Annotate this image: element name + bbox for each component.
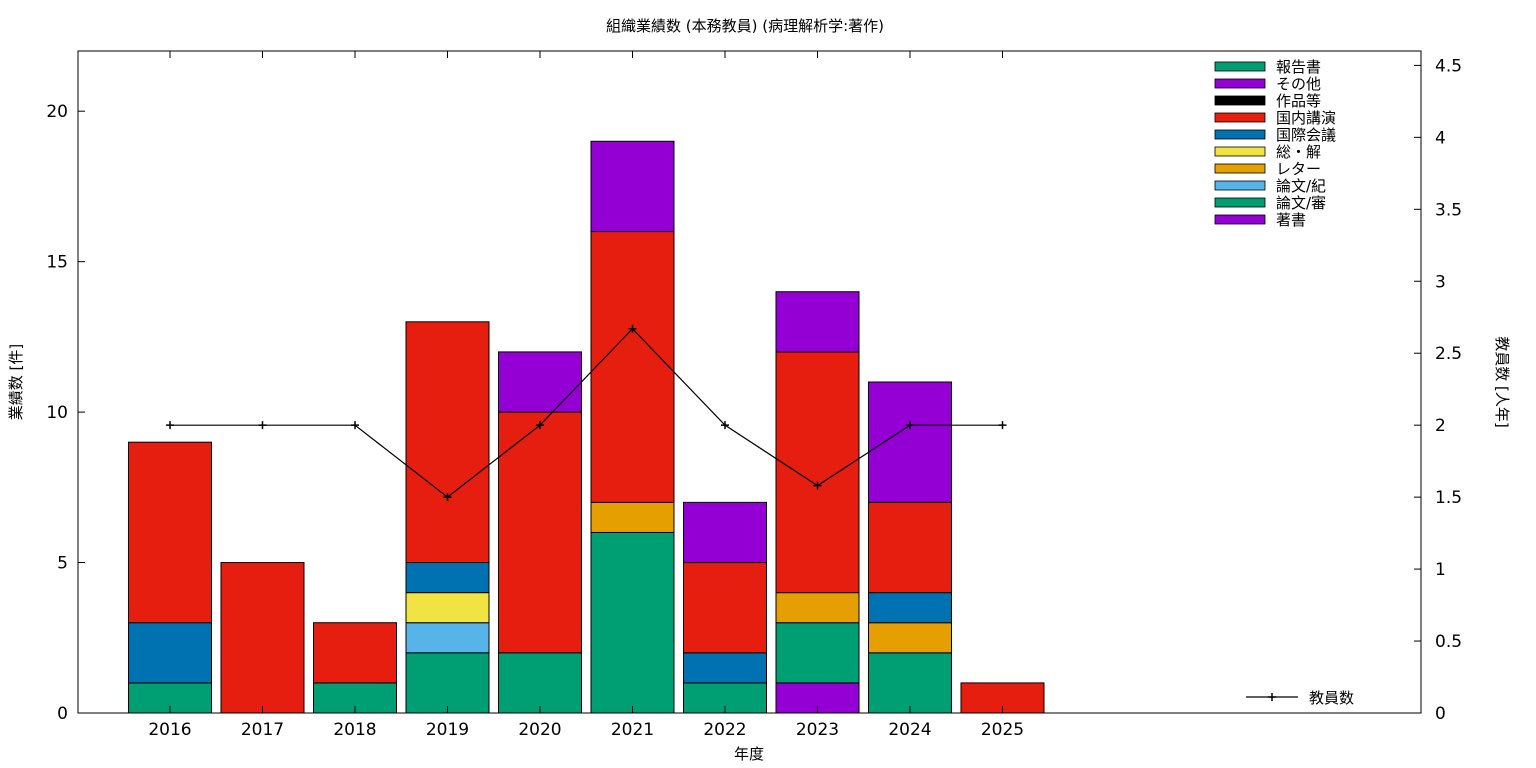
legend-label: その他 [1276,75,1321,93]
bar-2022-series-8 [683,501,767,564]
bar-2021-series-8 [590,140,675,233]
y2-tick-label: 1.5 [1435,488,1462,508]
x-axis-label: 年度 [734,745,764,763]
y2-tick-label: 4.5 [1435,56,1462,76]
legend-swatch [1214,163,1266,174]
legend-swatch [1214,95,1266,106]
y-axis: 0 5 10 15 20 [46,102,85,724]
x-tick-label: 2020 [518,720,561,740]
chart-title: 組織業績数 (本務教員) (病理解析学:著作) [606,17,884,35]
x-tick-label: 2022 [703,720,746,740]
bar-2024-series-3 [868,622,952,654]
legend-label: 国内講演 [1276,109,1336,127]
legend-label: 作品等 [1276,92,1321,110]
plot-frame [77,50,1422,714]
bar-2021-series-1 [590,531,675,714]
x-tick-label: 2024 [888,720,931,740]
legend-swatch [1214,146,1266,157]
line-point-2024 [906,421,914,430]
line-point-2025 [998,421,1007,430]
line-legend: 教員数 [1246,689,1354,707]
legend-label: 論文/紀 [1276,177,1326,195]
x-tick-label: 2019 [426,720,469,740]
bar-2019-series-1 [405,652,490,714]
bar-2018-series-6 [313,622,397,684]
y2-tick-label: 3 [1435,272,1446,292]
line-legend-marker [1268,693,1276,701]
y2-tick-label: 2.5 [1435,344,1462,364]
y-tick-label: 0 [57,704,68,724]
bar-2016-series-6 [128,441,212,624]
legend-label: 論文/審 [1276,194,1326,212]
legend-swatch [1214,214,1266,225]
x-axis: 2016 2017 2018 2019 2020 2021 2022 2023 2024 2025 [148,51,1024,740]
legend-label: 国際会議 [1276,126,1336,144]
y2-tick-label: 1 [1435,560,1446,580]
line-faculty-count [170,327,1003,498]
line-point-2023 [813,481,822,490]
legend-label: 著書 [1276,211,1306,229]
bar-2020-series-1 [498,652,582,714]
y2-tick-label: 3.5 [1435,200,1462,220]
bar-2023-series-8 [775,291,860,353]
line-point-2019 [443,493,452,502]
bar-2023-series-6 [775,351,860,594]
legend-swatch [1214,112,1266,123]
legend-swatch [1214,61,1266,72]
y2-axis-label: 教員数 [人年] [1493,336,1511,427]
x-tick-label: 2021 [611,720,654,740]
bar-2023-series-3 [775,592,860,624]
bar-2021-series-3 [590,501,675,533]
legend-label: 総・解 [1276,143,1321,161]
bar-2022-series-6 [683,562,767,654]
bar-2024-series-1 [868,652,952,714]
y-axis-label: 業績数 [件] [7,344,25,420]
bar-2019-series-2 [405,622,490,654]
x-tick-label: 2017 [241,720,284,740]
legend-swatch [1214,129,1266,140]
y-tick-label: 15 [46,253,68,273]
line-point-2016 [166,421,174,430]
bar-2024-series-8 [868,381,952,503]
bar-2024-series-5 [868,592,952,624]
line-point-2020 [536,421,544,430]
bar-2023-series-1 [775,622,860,684]
x-tick-label: 2016 [148,720,191,740]
line-point-2022 [721,421,729,430]
y2-axis: 0 0.5 1 1.5 2 2.5 3 3.5 4 4.5 [1414,56,1462,724]
bar-2019-series-4 [405,592,490,624]
legend-swatch [1214,180,1266,191]
bar-2022-series-5 [683,652,767,684]
y-tick-label: 20 [46,102,68,122]
line-layer [166,324,1007,502]
y2-tick-label: 2 [1435,416,1446,436]
line-point-2017 [258,421,267,430]
y2-tick-label: 0 [1435,704,1446,724]
bar-2016-series-5 [128,622,212,684]
bar-2017-series-6 [220,562,305,714]
legend-swatch [1214,78,1266,89]
x-tick-label: 2025 [981,720,1024,740]
bar-2020-series-6 [498,411,582,654]
y2-tick-label: 4 [1435,128,1446,148]
bar-2024-series-6 [868,501,952,594]
y-tick-label: 5 [57,554,68,574]
line-legend-label: 教員数 [1309,689,1354,707]
bars-layer [128,140,1045,714]
line-point-2018 [351,421,359,430]
bar-2019-series-5 [405,562,490,594]
line-point-2021 [628,324,637,333]
y2-tick-label: 0.5 [1435,632,1462,652]
legend-label: レター [1276,160,1321,178]
x-tick-label: 2023 [796,720,839,740]
y-tick-label: 10 [46,403,68,423]
legend-label: 報告書 [1276,58,1321,76]
bar-2020-series-8 [498,351,582,413]
bar-2021-series-6 [590,231,675,503]
bar-2019-series-6 [405,321,490,564]
x-tick-label: 2018 [333,720,376,740]
legend-swatch [1214,197,1266,208]
